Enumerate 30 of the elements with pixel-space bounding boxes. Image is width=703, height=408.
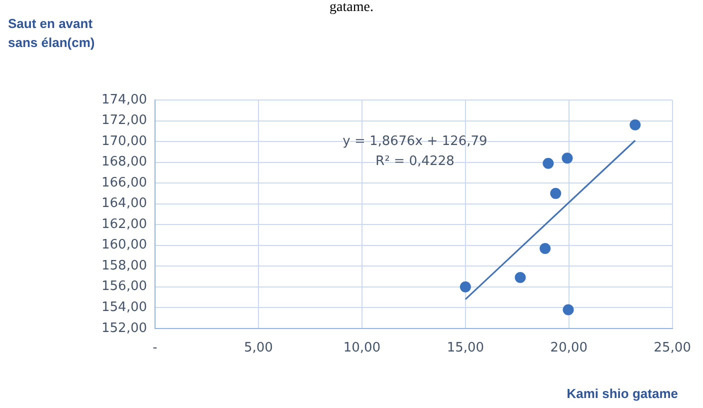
y-tick-label: 156,00: [102, 279, 147, 294]
y-tick-label: 166,00: [102, 175, 147, 190]
point: [460, 281, 471, 292]
x-axis-title: Kami shio gatame: [566, 386, 678, 401]
y-tick-label: 168,00: [102, 154, 147, 170]
point: [542, 158, 554, 169]
y-tick-label: 162,00: [102, 216, 147, 232]
y-tick-label: 160,00: [102, 238, 147, 253]
y-tick-label: 164,00: [102, 196, 147, 212]
y-axis-title: Saut en avant sans élan(cm): [8, 15, 96, 52]
y-tick-label: 158,00: [102, 258, 147, 274]
point: [514, 272, 526, 284]
x-tick-label: 10,00: [343, 340, 381, 356]
x-tick-label: 5,00: [244, 340, 273, 356]
point: [540, 242, 551, 254]
point: [562, 152, 573, 164]
x-tick-label: 15,00: [446, 340, 484, 356]
y-tick-label: 174,00: [102, 92, 147, 108]
y-tick-label: 154,00: [102, 300, 147, 316]
y-tick-label: 152,00: [102, 320, 147, 336]
x-tick-label: -: [152, 340, 158, 356]
point: [630, 119, 641, 130]
point: [562, 304, 574, 316]
text: gatame.: [328, 0, 374, 15]
y-tick-label: 172,00: [102, 113, 147, 128]
x-tick-label: 20,00: [550, 340, 588, 356]
x-tick-label: 25,00: [654, 340, 691, 356]
y-tick-label: 170,00: [102, 134, 147, 149]
point: [550, 188, 562, 199]
annotation: y = 1,8676x + 126,79 R² = 0,4228: [342, 133, 488, 171]
